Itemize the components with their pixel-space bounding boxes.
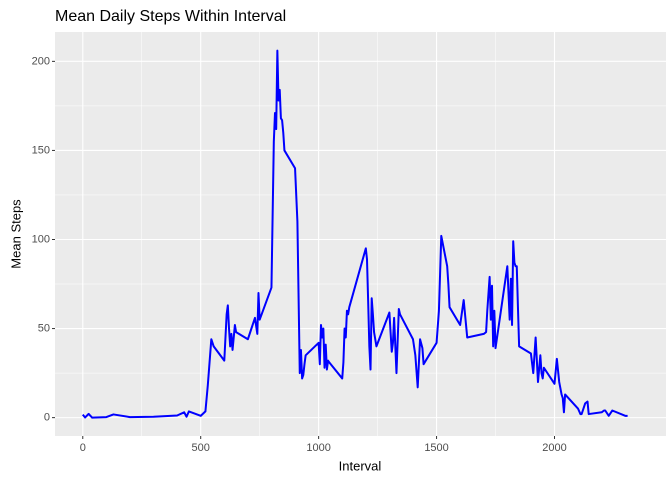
y-tick-label: 0 bbox=[44, 412, 50, 424]
data-line bbox=[81, 49, 628, 419]
x-axis-title: Interval bbox=[339, 458, 382, 473]
x-tick-label: 0 bbox=[80, 442, 86, 454]
y-tick-label: 150 bbox=[32, 144, 50, 156]
x-tick-label: 500 bbox=[192, 442, 210, 454]
chart-title: Mean Daily Steps Within Interval bbox=[55, 8, 286, 25]
y-tick-label: 100 bbox=[32, 233, 50, 245]
y-axis-title: Mean Steps bbox=[8, 199, 23, 269]
y-tick-label: 200 bbox=[32, 55, 50, 67]
panel bbox=[55, 32, 666, 436]
x-tick-label: 1000 bbox=[306, 442, 330, 454]
x-tick-label: 1500 bbox=[424, 442, 448, 454]
x-tick-label: 2000 bbox=[542, 442, 566, 454]
y-tick-label: 50 bbox=[38, 322, 50, 334]
